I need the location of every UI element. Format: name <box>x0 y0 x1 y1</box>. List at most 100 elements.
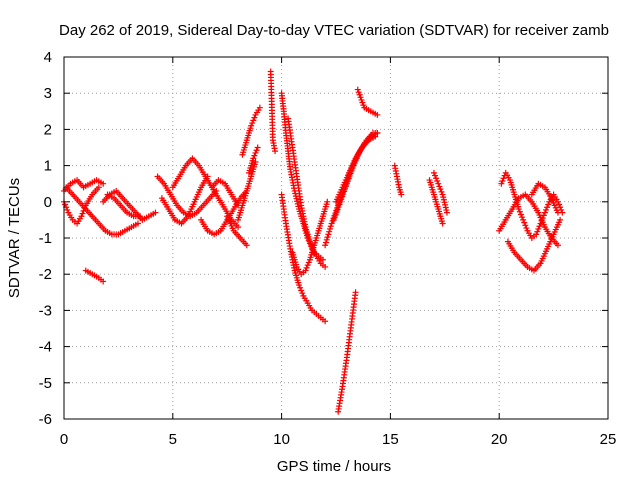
data-point <box>515 206 522 213</box>
data-point <box>79 210 86 217</box>
series-track-30 <box>498 169 566 241</box>
data-point <box>535 225 542 232</box>
data-point <box>398 191 405 198</box>
data-point <box>541 209 548 216</box>
data-point <box>251 152 258 159</box>
data-point <box>432 172 439 179</box>
data-point <box>324 198 331 205</box>
data-point <box>556 201 563 208</box>
data-point <box>322 263 329 270</box>
series-track-16 <box>267 68 279 155</box>
data-point <box>306 238 313 245</box>
data-point <box>251 114 258 121</box>
data-point <box>327 225 334 232</box>
data-point <box>254 144 261 151</box>
series-track-08 <box>158 173 211 227</box>
data-point <box>545 201 552 208</box>
data-point <box>235 224 242 231</box>
data-points <box>61 68 566 415</box>
data-point <box>248 122 255 129</box>
series-track-26 <box>354 86 381 118</box>
data-point <box>249 120 256 127</box>
data-point <box>322 318 329 325</box>
data-point <box>64 206 71 213</box>
data-point <box>498 180 505 187</box>
data-point <box>554 209 561 216</box>
series-track-05 <box>100 187 159 223</box>
data-point <box>520 216 527 223</box>
data-point <box>256 104 263 111</box>
y-tick-label: 4 <box>44 49 52 66</box>
data-point <box>544 204 551 211</box>
data-point <box>252 158 259 165</box>
y-tick-label: 3 <box>44 85 52 102</box>
data-point <box>557 204 564 211</box>
y-tick-label: -1 <box>39 230 52 247</box>
data-point <box>438 188 445 195</box>
data-point <box>433 175 440 182</box>
data-point <box>62 201 69 208</box>
x-tick-label: 20 <box>491 431 508 448</box>
data-point <box>100 278 107 285</box>
series-track-06 <box>104 191 144 220</box>
data-point <box>302 267 309 274</box>
series-track-31 <box>496 191 561 249</box>
x-tick-label: 15 <box>382 431 399 448</box>
series-track-29 <box>430 169 450 216</box>
data-point <box>95 184 102 191</box>
x-axis-label: GPS time / hours <box>277 458 391 475</box>
data-point <box>499 177 506 184</box>
series-track-23 <box>330 130 381 223</box>
data-point <box>252 149 259 156</box>
series-track-03 <box>63 184 141 238</box>
data-point <box>523 225 530 232</box>
data-point <box>326 228 333 235</box>
series-track-09 <box>169 155 242 231</box>
data-point <box>516 208 523 215</box>
data-point <box>437 186 444 193</box>
y-tick-label: -2 <box>39 266 52 283</box>
data-point <box>436 183 443 190</box>
data-point <box>322 239 329 246</box>
series-track-15 <box>245 144 261 176</box>
series-track-22 <box>322 130 381 249</box>
series-track-33 <box>528 180 561 216</box>
y-tick-label: 2 <box>44 121 52 138</box>
data-point <box>554 198 561 205</box>
data-point <box>324 234 331 241</box>
series-track-27 <box>391 162 405 198</box>
data-point <box>298 287 305 294</box>
chart-title: Day 262 of 2019, Sidereal Day-to-day VTE… <box>59 22 609 39</box>
y-tick-label: -3 <box>39 302 52 319</box>
series-track-04 <box>82 267 107 285</box>
tick-labels: 0 5 10 15 20 25 -6 -5 -4 -3 -2 -1 0 1 2 3 4 <box>39 49 617 448</box>
x-tick-label: 0 <box>60 431 68 448</box>
data-point <box>322 242 329 249</box>
data-point <box>372 133 379 140</box>
series-track-25 <box>335 289 359 415</box>
x-tick-label: 5 <box>169 431 177 448</box>
series-track-19 <box>300 292 329 325</box>
data-point <box>305 259 312 266</box>
series-track-24 <box>333 133 379 205</box>
data-point <box>533 231 540 238</box>
data-point <box>250 117 257 124</box>
data-point <box>434 177 441 184</box>
series-track-21 <box>289 198 331 278</box>
data-point <box>299 290 306 297</box>
data-point <box>521 219 528 226</box>
data-point <box>443 209 450 216</box>
data-point <box>534 228 541 235</box>
series-track-11 <box>208 177 242 209</box>
data-point <box>319 256 326 263</box>
data-point <box>253 147 260 154</box>
plot-frame <box>63 56 609 420</box>
data-point <box>100 180 107 187</box>
data-point <box>137 213 144 220</box>
series-track-17 <box>278 90 329 270</box>
data-point <box>134 220 141 227</box>
data-point <box>303 264 310 271</box>
data-point <box>374 111 381 118</box>
data-point <box>519 214 526 221</box>
